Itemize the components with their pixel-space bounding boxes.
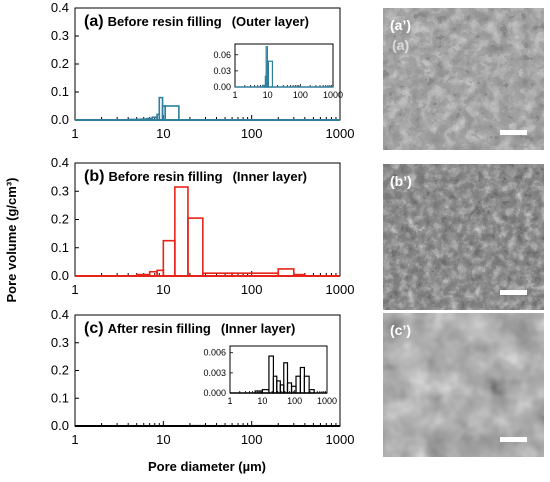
scale-bar — [500, 130, 527, 135]
y-axis-title: Pore volume (g/cm³) — [4, 178, 19, 303]
inset-y-tick-label: 0.006 — [203, 348, 226, 358]
chart-panel-b: 0.0 0.1 0.2 0.3 0.4 1 10 100 1000 (b) Before resin… — [51, 155, 355, 297]
histogram-bar — [127, 118, 142, 121]
micrograph-sublabel: (a) — [392, 37, 409, 53]
y-tick-label: 0.1 — [51, 84, 69, 99]
x-tick-label: 10 — [156, 432, 170, 447]
panel-label: (c) — [84, 320, 104, 337]
inset-frame — [234, 43, 334, 88]
y-tick-label: 0.3 — [51, 335, 69, 350]
inset-x-tick-label: 1000 — [317, 396, 337, 406]
y-tick-label: 0.3 — [51, 183, 69, 198]
histogram-bar — [231, 272, 280, 277]
panel-label: (a) — [84, 13, 104, 30]
x-tick-label: 10 — [156, 282, 170, 297]
y-tick-label: 0.4 — [51, 0, 69, 15]
x-tick-label: 100 — [241, 126, 263, 141]
chart-panel-a: 0.0 0.1 0.2 0.3 0.4 1 10 100 1000 (a) Before resin… — [51, 0, 355, 141]
inset-y-tick-label: 0.003 — [203, 368, 226, 378]
y-tick-label: 0.3 — [51, 28, 69, 43]
panel-label: (b) — [84, 168, 104, 185]
micrograph-label: (a’) — [390, 17, 411, 33]
inset-chart: 0.000 0.003 0.006 1 10 100 1000 — [203, 345, 337, 406]
x-tick-label: 100 — [241, 432, 263, 447]
histogram-bar — [146, 117, 154, 121]
inset-x-tick-label: 1 — [232, 90, 237, 100]
chart-panel-c: 0.0 0.1 0.2 0.3 0.4 1 10 100 1000 (c) After resin … — [51, 307, 355, 447]
inset-x-tick-label: 100 — [287, 396, 302, 406]
histogram-bar — [174, 186, 189, 277]
x-tick-label: 100 — [241, 282, 263, 297]
x-tick-label: 1 — [71, 282, 78, 297]
micrograph-texture — [383, 164, 544, 310]
y-tick-label: 0.0 — [51, 418, 69, 433]
panel-subtitle: (Inner layer) — [221, 321, 295, 336]
x-tick-label: 1 — [71, 432, 78, 447]
inset-x-tick-label: 100 — [293, 90, 308, 100]
x-axis-title: Pore diameter (µm) — [148, 459, 266, 474]
y-tick-label: 0.2 — [51, 363, 69, 378]
y-tick-label: 0.1 — [51, 390, 69, 405]
histogram-bar — [164, 105, 180, 121]
panel-title-text: Before resin filling — [108, 14, 222, 29]
y-tick-label: 0.2 — [51, 56, 69, 71]
histogram-bar — [187, 217, 204, 277]
scale-bar — [500, 290, 527, 295]
x-tick-label: 1000 — [326, 126, 355, 141]
histogram-bar — [162, 239, 176, 277]
y-tick-label: 0.4 — [51, 307, 69, 322]
y-tick-label: 0.4 — [51, 155, 69, 170]
x-tick-label: 1000 — [326, 432, 355, 447]
histogram-bar — [277, 268, 295, 277]
histogram-bar — [135, 273, 151, 277]
micrograph-label: (b’) — [390, 173, 412, 189]
axis-titles: Pore volume (g/cm³) Pore diameter (µm) — [4, 178, 266, 474]
histogram-bar — [139, 118, 148, 121]
panel-title: (a) Before resin filling (Outer layer) — [84, 13, 309, 30]
scale-bar — [500, 437, 527, 442]
histogram-bar — [202, 272, 233, 277]
micrograph-images: (a’) (a) (b’) (c’) — [383, 8, 544, 457]
histogram-bar — [148, 270, 158, 277]
inset-y-tick-label: 0.06 — [213, 50, 231, 60]
y-tick-label: 0.2 — [51, 212, 69, 227]
sem-micrograph-c: (c’) — [383, 313, 544, 457]
panel-title-text: After resin filling — [108, 321, 211, 336]
inset-x-tick-label: 1000 — [323, 90, 343, 100]
micrograph-label: (c’) — [390, 322, 411, 338]
micrograph-texture — [383, 8, 544, 150]
inset-x-tick-label: 1 — [227, 396, 232, 406]
y-tick-label: 0.0 — [51, 268, 69, 283]
charts-layer: 0.00.10.20.30.41 10 100 1000(a) Before resin… — [51, 0, 355, 447]
panel-title-text: Before resin filling — [108, 169, 222, 184]
inset-chart: 0.00 0.03 0.06 1 10 100 1000 — [213, 43, 343, 100]
inset-y-tick-label: 0.000 — [203, 388, 226, 398]
inset-frame — [229, 345, 328, 394]
y-tick-label: 0.0 — [51, 112, 69, 127]
y-tick-label: 0.1 — [51, 240, 69, 255]
panel-title: (c) After resin filling (Inner layer) — [84, 320, 295, 337]
inset-x-tick-label: 10 — [263, 90, 273, 100]
inset-y-tick-label: 0.03 — [213, 66, 231, 76]
histogram-bar — [293, 273, 306, 277]
inset-y-tick-label: 0.00 — [213, 82, 231, 92]
x-tick-label: 1000 — [326, 282, 355, 297]
inset-x-tick-label: 10 — [257, 396, 267, 406]
x-tick-label: 1 — [71, 126, 78, 141]
micrograph-texture — [383, 313, 544, 457]
sem-micrograph-a: (a’) (a) — [383, 8, 544, 150]
panel-subtitle: (Inner layer) — [233, 169, 307, 184]
panel-title: (b) Before resin filling (Inner layer) — [84, 168, 307, 185]
sem-micrograph-b: (b’) — [383, 164, 544, 310]
panel-subtitle: (Outer layer) — [232, 14, 309, 29]
x-tick-label: 10 — [156, 126, 170, 141]
